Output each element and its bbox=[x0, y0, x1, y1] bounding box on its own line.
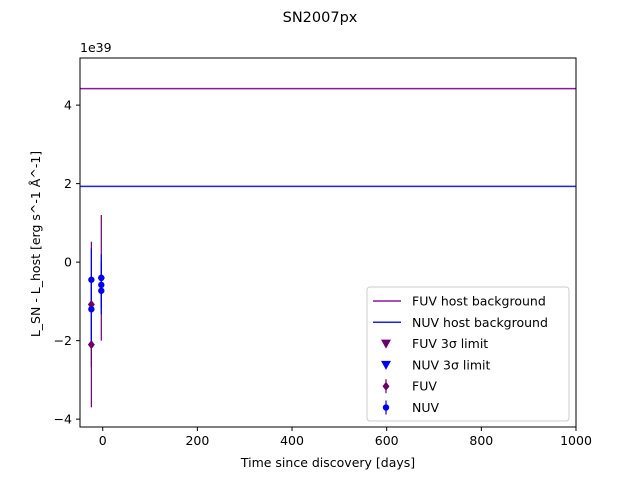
nuv-point bbox=[98, 287, 105, 294]
nuv-point bbox=[98, 281, 105, 289]
x-tick-label: 400 bbox=[280, 433, 304, 448]
legend-label-fuv-3-limit: FUV 3σ limit bbox=[412, 336, 488, 351]
fuv-point bbox=[87, 340, 95, 350]
plot-area bbox=[80, 87, 576, 408]
y-tick-label: 0 bbox=[64, 255, 72, 270]
legend-swatch-fuv-3-limit bbox=[381, 339, 391, 349]
x-tick-label: 0 bbox=[99, 433, 107, 448]
legend-swatch-nuv-3-limit bbox=[381, 360, 391, 370]
legend: FUV host background NUV host background FU… bbox=[366, 286, 570, 422]
legend-label-nuv-host-background: NUV host background bbox=[412, 315, 548, 330]
nuv-point bbox=[88, 306, 95, 313]
plot-content bbox=[80, 87, 576, 408]
axes: 0 200 400 600 800 1000 −4 −2 0 2 4 bbox=[54, 57, 592, 448]
legend-box bbox=[366, 286, 570, 422]
x-tick-label: 200 bbox=[185, 433, 209, 448]
y-tick-label: −4 bbox=[54, 412, 72, 427]
legend-label-fuv-host-background: FUV host background bbox=[412, 294, 546, 309]
y-multiplier-label: 1e39 bbox=[80, 40, 112, 55]
y-axis-label: L_SN - L_host [erg s^-1 Å^-1] bbox=[28, 151, 43, 337]
y-tick-label: 2 bbox=[64, 176, 72, 191]
x-axis-label: Time since discovery [days] bbox=[240, 455, 415, 470]
legend-label-fuv: FUV bbox=[412, 379, 437, 394]
axes-frame bbox=[79, 57, 577, 428]
x-tick-label: 600 bbox=[375, 433, 399, 448]
legend-label-nuv: NUV bbox=[412, 400, 439, 415]
legend-swatch-nuv bbox=[382, 404, 390, 411]
x-tick-label: 1000 bbox=[560, 433, 592, 448]
nuv-point bbox=[88, 276, 95, 283]
legend-swatch-fuv bbox=[382, 381, 390, 391]
nuv-point bbox=[98, 274, 105, 282]
x-tick-label: 800 bbox=[469, 433, 493, 448]
legend-label-nuv-3-limit: NUV 3σ limit bbox=[412, 357, 490, 372]
chart-title: SN2007px bbox=[283, 10, 358, 26]
y-tick-label: 4 bbox=[64, 98, 72, 113]
y-tick-label: −2 bbox=[54, 333, 72, 348]
